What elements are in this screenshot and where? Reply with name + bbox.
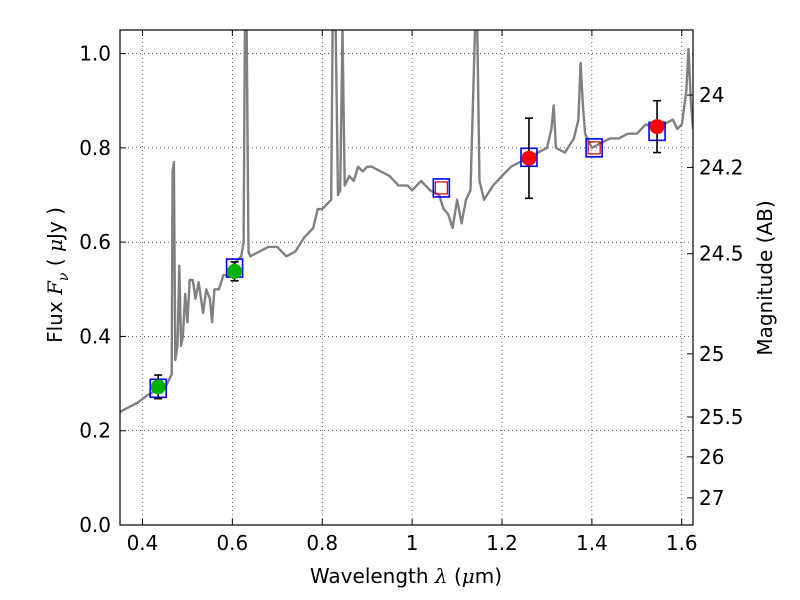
plot-area <box>120 30 693 413</box>
axes-frame <box>119 29 694 526</box>
y-tick-label: 1.0 <box>79 42 111 66</box>
observed-photometry-point <box>150 379 166 395</box>
observed-photometry-point <box>227 263 243 279</box>
model-photometry-marker <box>432 178 451 198</box>
y2-axis-label: Magnitude (AB) <box>753 200 777 355</box>
y-tick-label: 0.4 <box>79 324 111 348</box>
x-tick-label: 1.2 <box>486 531 518 555</box>
x-tick-label: 0.6 <box>216 531 248 555</box>
y2-tick-label: 24.5 <box>699 242 744 266</box>
x-ticks: 0.4 0.6 0.8 1 1.2 1.4 1.6 <box>127 30 698 555</box>
y-tick-label: 0.6 <box>79 230 111 254</box>
predicted-photometry-marker <box>587 141 601 155</box>
observed-photometry-point <box>649 119 665 135</box>
x-tick-label: 0.4 <box>127 531 159 555</box>
y2-tick-label: 27 <box>699 486 724 510</box>
model-photometry-marker <box>585 138 603 158</box>
y2-tick-label: 24.2 <box>699 155 744 179</box>
y2-ticks: 24 24.2 24.5 25 25.5 26 27 <box>687 83 744 510</box>
y2-tick-label: 24 <box>699 83 724 107</box>
grid <box>120 30 693 526</box>
model-sed-line <box>120 30 693 413</box>
y2-tick-label: 26 <box>699 445 724 469</box>
y-tick-label: 0.8 <box>79 136 111 160</box>
y-tick-label: 0.2 <box>79 419 111 443</box>
y2-tick-label: 25 <box>699 342 724 366</box>
x-tick-label: 0.8 <box>306 531 338 555</box>
x-tick-label: 1.6 <box>666 531 698 555</box>
observed-photometry-point <box>521 150 537 166</box>
x-tick-label: 1 <box>406 531 419 555</box>
y-tick-label: 0.0 <box>79 513 111 537</box>
x-axis-label: Wavelength λ (μm) <box>310 564 502 588</box>
y2-tick-label: 25.5 <box>699 405 744 429</box>
y-axis-label: Flux Fν ( μJy ) <box>43 207 72 343</box>
predicted-photometry-marker <box>434 181 448 195</box>
x-tick-label: 1.4 <box>576 531 608 555</box>
y-ticks: 0.0 0.2 0.4 0.6 0.8 1.0 <box>79 42 126 537</box>
